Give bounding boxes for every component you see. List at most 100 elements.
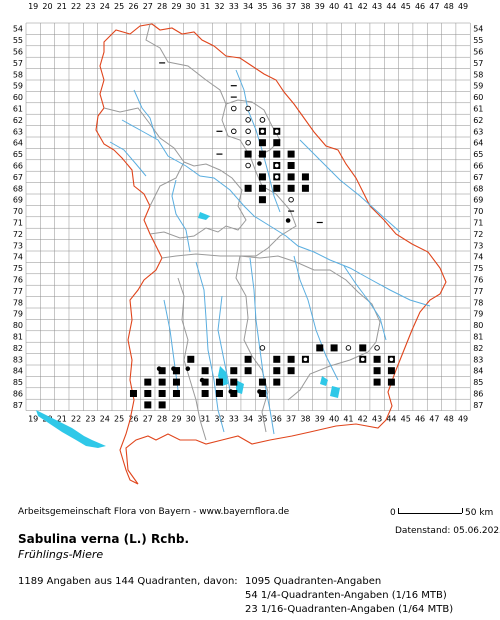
record-square — [258, 139, 266, 147]
x-label-bottom: 31 — [200, 415, 210, 424]
x-label-top: 28 — [157, 2, 167, 11]
record-open-circle — [245, 139, 251, 146]
x-label-top: 31 — [200, 2, 210, 11]
y-label-left: 61 — [13, 105, 23, 114]
x-label-bottom: 46 — [415, 415, 425, 424]
record-square — [258, 184, 266, 192]
record-square — [258, 390, 266, 397]
x-label-top: 48 — [444, 2, 454, 11]
x-label-bottom: 23 — [85, 415, 95, 424]
x-label-top: 20 — [42, 2, 52, 11]
record-square — [201, 367, 209, 375]
record-square — [287, 355, 295, 363]
x-label-top: 46 — [415, 2, 425, 11]
y-label-left: 69 — [13, 196, 23, 205]
y-label-right: 82 — [473, 344, 483, 353]
record-square — [316, 344, 324, 352]
record-square — [287, 150, 295, 158]
record-open-circle — [288, 196, 294, 203]
record-circle — [156, 366, 162, 372]
x-label-top: 25 — [114, 2, 124, 11]
y-label-left: 76 — [13, 276, 23, 285]
y-label-right: 73 — [473, 241, 483, 250]
record-square — [258, 173, 266, 181]
y-label-right: 59 — [473, 82, 483, 91]
y-label-right: 62 — [473, 116, 483, 125]
record-square — [230, 367, 238, 375]
y-label-left: 70 — [13, 207, 23, 216]
x-label-bottom: 40 — [329, 415, 339, 424]
y-label-right: 74 — [473, 253, 483, 262]
y-label-right: 61 — [473, 105, 483, 114]
x-label-bottom: 36 — [272, 415, 282, 424]
x-label-top: 26 — [128, 2, 138, 11]
distribution-map: 1919202021212222232324242525262627272828… — [13, 2, 483, 485]
y-label-left: 79 — [13, 310, 23, 319]
record-open-circle — [388, 356, 395, 363]
x-label-bottom: 39 — [315, 415, 325, 424]
x-label-top: 41 — [343, 2, 353, 11]
x-label-bottom: 22 — [71, 415, 81, 424]
record-circle — [257, 161, 262, 166]
y-label-right: 84 — [473, 367, 483, 376]
y-label-right: 71 — [473, 219, 483, 228]
record-square — [144, 401, 152, 409]
y-label-right: 77 — [473, 287, 483, 296]
y-label-left: 67 — [13, 173, 23, 182]
record-square — [301, 173, 309, 181]
record-circle — [199, 377, 205, 383]
data-date: Datenstand: 05.06.2025 — [395, 526, 500, 536]
scale-bar-left-label: 0 — [390, 508, 396, 518]
breakdown-quadrant: 1095 Quadranten-Angaben — [245, 576, 382, 587]
y-label-right: 65 — [473, 150, 483, 159]
x-label-top: 42 — [358, 2, 368, 11]
x-label-top: 38 — [300, 2, 310, 11]
x-label-bottom: 27 — [143, 415, 153, 424]
x-label-bottom: 19 — [28, 415, 38, 424]
y-label-right: 72 — [473, 230, 483, 239]
x-label-top: 33 — [229, 2, 239, 11]
y-label-left: 87 — [13, 401, 23, 410]
record-circle — [171, 366, 176, 372]
record-square — [144, 378, 152, 386]
x-label-top: 39 — [315, 2, 325, 11]
x-label-top: 24 — [100, 2, 110, 11]
record-square — [172, 390, 180, 397]
y-label-right: 79 — [473, 310, 483, 319]
scale-bar-right-label: 50 km — [465, 508, 494, 518]
record-square — [330, 344, 338, 352]
x-label-top: 36 — [272, 2, 282, 11]
y-label-left: 82 — [13, 344, 23, 353]
scale-bar-tick-left — [398, 508, 399, 513]
x-label-top: 35 — [257, 2, 267, 11]
record-square — [373, 355, 381, 363]
record-open-circle — [231, 128, 237, 135]
x-label-bottom: 45 — [401, 415, 411, 424]
x-label-bottom: 44 — [386, 415, 396, 424]
y-label-left: 65 — [13, 150, 23, 159]
record-square — [201, 390, 209, 397]
x-label-bottom: 28 — [157, 415, 167, 424]
record-square — [359, 344, 367, 352]
x-label-top: 49 — [458, 2, 468, 11]
x-label-top: 30 — [186, 2, 196, 11]
record-square — [215, 378, 223, 386]
x-label-top: 21 — [57, 2, 67, 11]
record-open-circle — [245, 117, 251, 123]
lakes — [36, 212, 340, 448]
y-label-left: 77 — [13, 287, 23, 296]
record-square — [244, 184, 252, 192]
species-title: Sabulina verna (L.) Rchb. — [18, 532, 190, 546]
x-label-top: 32 — [214, 2, 224, 11]
record-square — [273, 367, 281, 375]
record-square — [172, 367, 180, 375]
y-label-left: 55 — [13, 36, 23, 45]
record-open-circle — [245, 128, 251, 135]
y-label-right: 85 — [473, 378, 483, 387]
y-label-left: 54 — [13, 25, 23, 34]
x-label-bottom: 48 — [444, 415, 454, 424]
record-square — [301, 184, 309, 192]
record-square — [273, 378, 281, 386]
y-label-left: 56 — [13, 48, 23, 57]
x-label-top: 27 — [143, 2, 153, 11]
